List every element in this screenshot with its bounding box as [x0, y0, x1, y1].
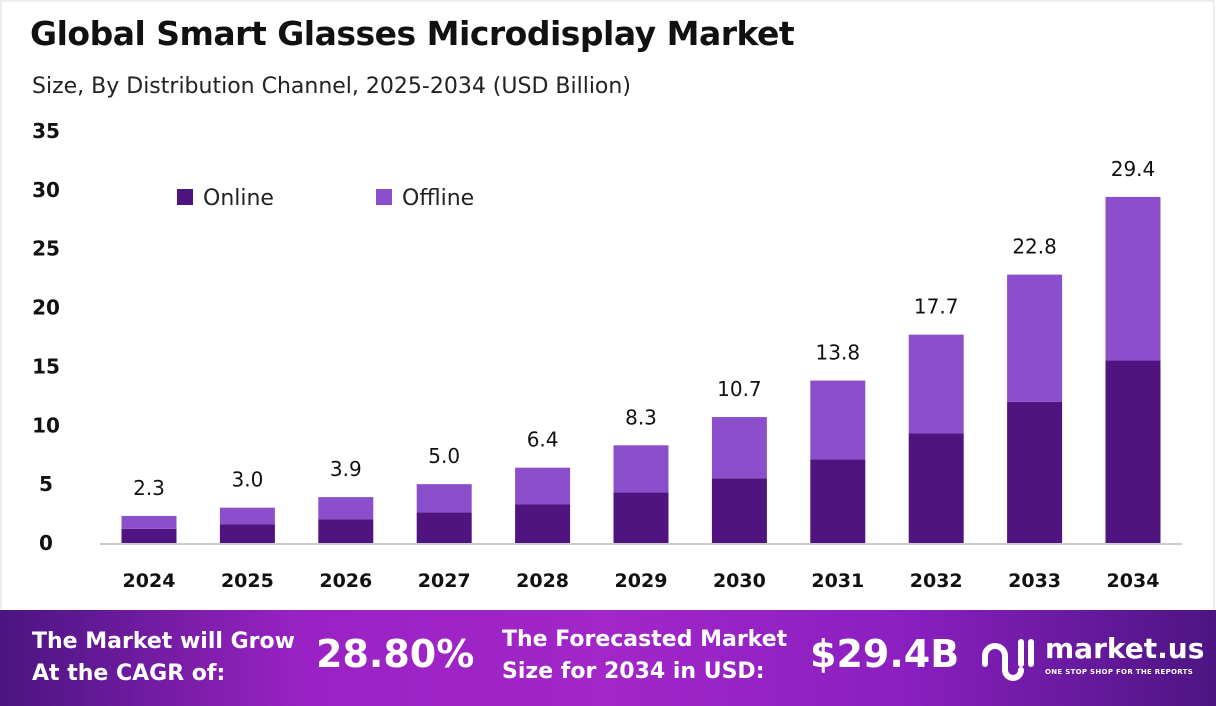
cagr-label-line1: The Market will Grow — [32, 629, 295, 654]
footer-banner: The Market will Grow At the CAGR of: 28.… — [0, 610, 1216, 706]
cagr-value: 28.80% — [316, 632, 475, 676]
x-tick-label-2024: 2024 — [123, 570, 176, 592]
x-tick-label-2033: 2033 — [1008, 570, 1061, 592]
y-tick-label: 30 — [32, 178, 60, 202]
chart-frame — [0, 0, 1215, 610]
bar-online-2031 — [810, 459, 866, 543]
bar-offline-2034 — [1105, 196, 1161, 361]
bar-offline-2024 — [121, 515, 177, 529]
cagr-label: The Market will Grow At the CAGR of: — [32, 626, 295, 690]
bar-online-2028 — [515, 504, 571, 543]
y-tick-label: 10 — [32, 413, 60, 437]
x-tick-label-2025: 2025 — [221, 570, 274, 592]
bar-offline-2029 — [613, 445, 669, 493]
total-label-2028: 6.4 — [527, 428, 559, 452]
logo-text: market.us — [1045, 632, 1205, 665]
x-tick-label-2030: 2030 — [713, 570, 766, 592]
chart-subtitle: Size, By Distribution Channel, 2025-2034… — [32, 74, 631, 99]
logo-tagline: ONE STOP SHOP FOR THE REPORTS — [1045, 668, 1194, 676]
total-label-2033: 22.8 — [1012, 235, 1057, 259]
bar-chart: 051015202530352.320243.020253.920265.020… — [0, 0, 1215, 610]
x-tick-label-2027: 2027 — [418, 570, 471, 592]
x-tick-label-2026: 2026 — [319, 570, 372, 592]
x-tick-label-2032: 2032 — [910, 570, 963, 592]
market-us-logo-icon — [982, 639, 1034, 681]
total-label-2034: 29.4 — [1111, 157, 1156, 181]
bar-online-2025 — [219, 524, 275, 543]
cagr-label-line2: At the CAGR of: — [32, 661, 226, 686]
y-tick-label: 25 — [32, 237, 60, 261]
x-tick-label-2031: 2031 — [811, 570, 864, 592]
total-label-2024: 2.3 — [133, 476, 165, 500]
bar-online-2033 — [1007, 401, 1063, 543]
bar-offline-2032 — [908, 334, 964, 434]
x-tick-label-2028: 2028 — [516, 570, 569, 592]
bar-offline-2026 — [318, 497, 374, 520]
bar-offline-2028 — [515, 467, 571, 505]
forecast-label: The Forecasted Market Size for 2034 in U… — [502, 624, 787, 688]
total-label-2030: 10.7 — [717, 377, 762, 401]
bar-online-2034 — [1105, 360, 1161, 543]
x-tick-label-2029: 2029 — [615, 570, 668, 592]
bar-offline-2030 — [711, 417, 767, 479]
bar-offline-2033 — [1007, 274, 1063, 402]
x-tick-label-2034: 2034 — [1107, 570, 1160, 592]
total-label-2029: 8.3 — [625, 405, 657, 429]
y-tick-label: 0 — [39, 531, 53, 555]
bar-online-2027 — [416, 512, 472, 543]
y-tick-label: 15 — [32, 354, 60, 378]
legend-label-offline: Offline — [402, 186, 474, 211]
legend-swatch-offline — [376, 189, 392, 205]
bar-online-2030 — [711, 478, 767, 543]
bar-offline-2031 — [810, 380, 866, 460]
legend-swatch-online — [177, 189, 193, 205]
forecast-label-line1: The Forecasted Market — [502, 627, 788, 652]
bar-online-2026 — [318, 519, 374, 543]
bar-offline-2025 — [219, 507, 275, 525]
total-label-2031: 13.8 — [816, 341, 861, 365]
y-tick-label: 20 — [32, 296, 60, 320]
legend-label-online: Online — [203, 186, 274, 211]
forecast-label-line2: Size for 2034 in USD: — [502, 659, 765, 684]
bar-online-2032 — [908, 433, 964, 543]
total-label-2032: 17.7 — [914, 295, 959, 319]
forecast-value: $29.4B — [810, 632, 960, 676]
bar-online-2024 — [121, 528, 177, 543]
total-label-2026: 3.9 — [330, 457, 362, 481]
total-label-2025: 3.0 — [231, 468, 263, 492]
y-tick-label: 35 — [32, 119, 60, 143]
bar-online-2029 — [613, 492, 669, 543]
y-tick-label: 5 — [39, 472, 53, 496]
bar-offline-2027 — [416, 484, 472, 513]
total-label-2027: 5.0 — [428, 444, 460, 468]
chart-title: Global Smart Glasses Microdisplay Market — [30, 14, 795, 53]
